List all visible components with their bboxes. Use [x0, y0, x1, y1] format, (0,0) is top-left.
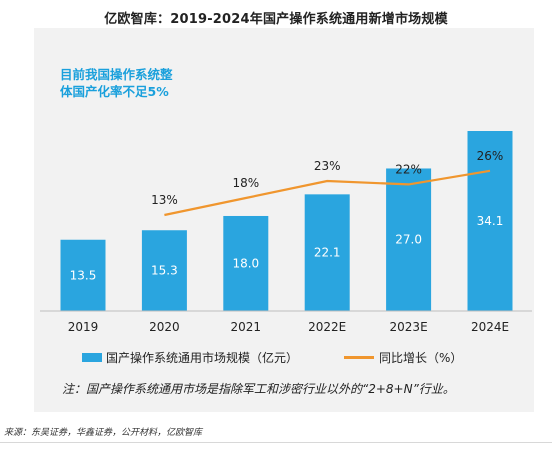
bar-2019	[60, 239, 106, 311]
callout-line-2: 体国产化率不足5%	[60, 84, 169, 99]
bar-2023E	[386, 168, 432, 311]
bar-label-2024E: 34.1	[477, 214, 504, 228]
bar-label-2019: 13.5	[70, 268, 97, 282]
growth-label-2024E: 26%	[477, 149, 504, 163]
growth-label-2023E: 22%	[395, 162, 422, 176]
legend-bar-label: 国产操作系统通用市场规模（亿元）	[106, 350, 299, 365]
footnote: 注：国产操作系统通用市场是指除军工和涉密行业以外的“2+8+N”行业。	[62, 382, 455, 396]
growth-label-2022E: 23%	[314, 159, 341, 173]
legend-line-swatch	[344, 355, 375, 359]
chart-title: 亿欧智库：2019-2024年国产操作系统通用新增市场规模	[104, 12, 448, 27]
x-tick-2023E: 2023E	[390, 320, 428, 334]
bar-2021	[223, 215, 269, 311]
x-tick-2021: 2021	[231, 320, 262, 334]
legend-line-label: 同比增长（%）	[379, 350, 463, 365]
callout-text: 目前我国操作系统整 体国产化率不足5%	[60, 66, 173, 100]
bar-2020	[141, 230, 187, 311]
bar-label-2021: 18.0	[232, 256, 259, 270]
source-note: 来源：东吴证券，华鑫证券，公开材料，亿欧智库	[4, 428, 203, 438]
growth-label-2021: 18%	[232, 176, 259, 190]
x-tick-2019: 2019	[68, 320, 99, 334]
bar-2024E	[467, 131, 513, 311]
growth-line	[164, 169, 491, 217]
legend-bar-swatch	[82, 352, 102, 362]
x-tick-2020: 2020	[149, 320, 180, 334]
chart-panel	[34, 28, 534, 412]
bar-label-2020: 15.3	[151, 264, 178, 278]
bar-label-2022E: 22.1	[314, 246, 341, 260]
bar-2022E	[304, 194, 350, 311]
bar-label-2023E: 27.0	[395, 233, 422, 247]
legend: 国产操作系统通用市场规模（亿元） 同比增长（%）	[82, 347, 462, 367]
growth-label-2020: 13%	[151, 193, 178, 207]
callout-line-1: 目前我国操作系统整	[60, 67, 173, 82]
x-tick-2024E: 2024E	[471, 320, 509, 334]
footer-divider	[0, 442, 552, 443]
x-tick-2022E: 2022E	[308, 320, 346, 334]
